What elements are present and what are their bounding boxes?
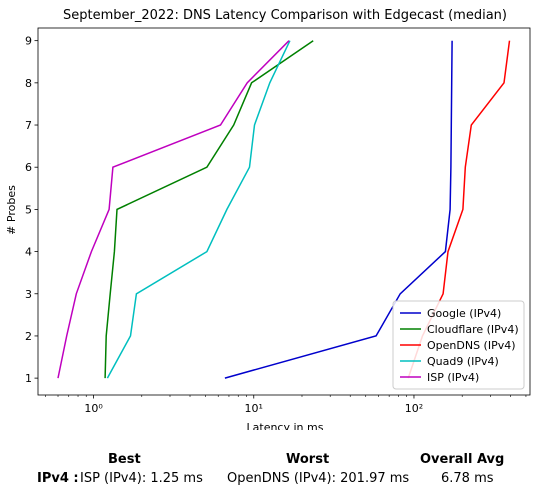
summary-best-value: ISP (IPv4): 1.25 ms <box>80 471 203 486</box>
summary-row-label: IPv4 : <box>37 471 79 486</box>
y-tick-label: 7 <box>25 119 32 132</box>
y-axis-label: # Probes <box>5 185 18 235</box>
y-tick-label: 6 <box>25 161 32 174</box>
legend-label: Google (IPv4) <box>427 307 501 320</box>
x-tick-label: 10² <box>405 402 423 415</box>
summary-avg-header: Overall Avg <box>420 452 505 467</box>
summary-best-header: Best <box>108 452 141 467</box>
x-axis-label: Latency in ms <box>247 421 324 430</box>
y-tick-label: 9 <box>25 35 32 48</box>
x-tick-label: 10⁰ <box>84 402 103 415</box>
series-line-3 <box>106 40 291 379</box>
dns-latency-chart: September_2022: DNS Latency Comparison w… <box>5 8 531 430</box>
chart-legend: Google (IPv4) Cloudflare (IPv4) OpenDNS (I… <box>392 300 525 390</box>
summary-worst-header: Worst <box>286 452 330 467</box>
y-tick-label: 3 <box>25 288 32 301</box>
legend-box <box>392 300 525 390</box>
legend-label: OpenDNS (IPv4) <box>427 339 516 352</box>
y-tick-label: 4 <box>25 246 32 259</box>
plot-frame <box>37 27 531 396</box>
series-line-1 <box>104 40 314 379</box>
legend-label: Cloudflare (IPv4) <box>427 323 519 336</box>
y-tick-label: 5 <box>25 203 32 216</box>
series-line-4 <box>57 40 290 379</box>
series-line-0 <box>224 40 453 379</box>
y-tick-label: 2 <box>25 330 32 343</box>
summary-worst-value: OpenDNS (IPv4): 201.97 ms <box>227 471 410 486</box>
legend-label: ISP (IPv4) <box>427 371 479 384</box>
legend-label: Quad9 (IPv4) <box>427 355 499 368</box>
y-tick-label: 8 <box>25 77 32 90</box>
y-tick-label: 1 <box>25 372 32 385</box>
x-tick-label: 10¹ <box>245 402 263 415</box>
chart-title: September_2022: DNS Latency Comparison w… <box>63 8 507 23</box>
summary-avg-value: 6.78 ms <box>441 471 494 486</box>
